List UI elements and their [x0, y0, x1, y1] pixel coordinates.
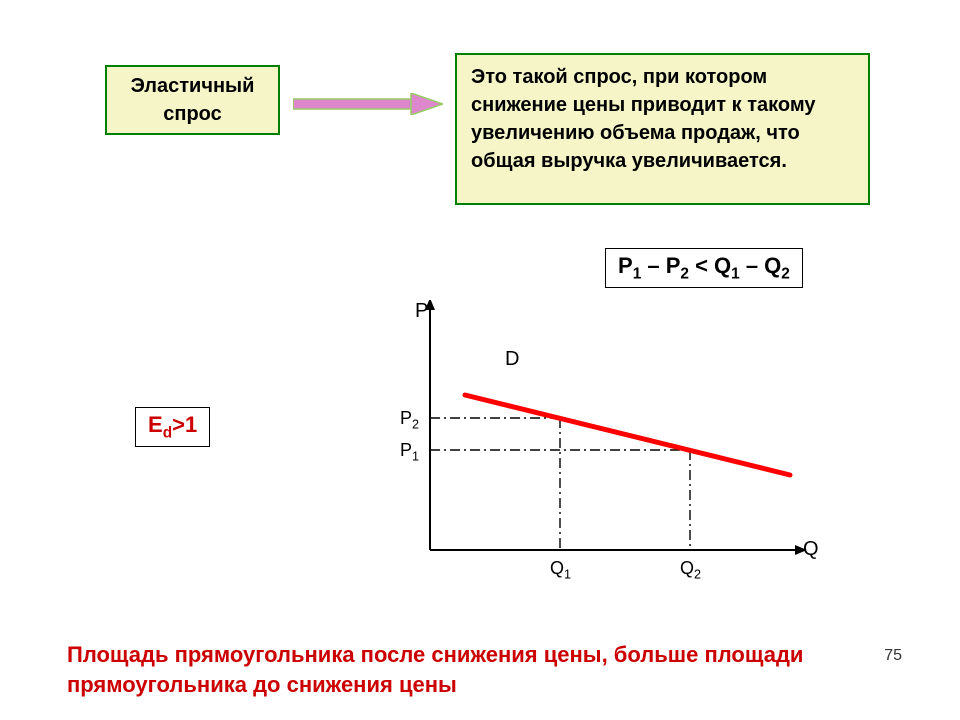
arrow-icon — [293, 93, 443, 115]
definition-text: Это такой спрос, при котором снижение це… — [471, 66, 815, 172]
y-axis-label: P — [415, 300, 428, 323]
bottom-text-content: Площадь прямоугольника после снижения це… — [67, 642, 803, 697]
definition-box: Это такой спрос, при котором снижение це… — [455, 53, 870, 205]
elasticity-box: Ed>1 — [135, 407, 210, 447]
left-box-line1: Эластичный — [131, 75, 255, 97]
q2-tick-label: Q2 — [680, 558, 701, 582]
left-box-line2: спрос — [163, 103, 222, 125]
q1-tick-label: Q1 — [550, 558, 571, 582]
left-concept-box: Эластичный спрос — [105, 65, 280, 135]
bottom-conclusion: Площадь прямоугольника после снижения це… — [67, 640, 867, 699]
chart-svg — [395, 300, 825, 600]
p1-tick-label: P1 — [400, 440, 419, 464]
inequality-text: P1 – P2 < Q1 – Q2 — [618, 253, 790, 278]
demand-chart: P D Q P2 P1 Q1 Q2 — [395, 300, 825, 600]
page-number: 75 — [884, 647, 902, 665]
inequality-box: P1 – P2 < Q1 – Q2 — [605, 248, 803, 288]
elasticity-text: Ed>1 — [148, 412, 197, 437]
p2-tick-label: P2 — [400, 408, 419, 432]
curve-label: D — [505, 348, 519, 371]
x-axis-label: Q — [803, 538, 819, 561]
